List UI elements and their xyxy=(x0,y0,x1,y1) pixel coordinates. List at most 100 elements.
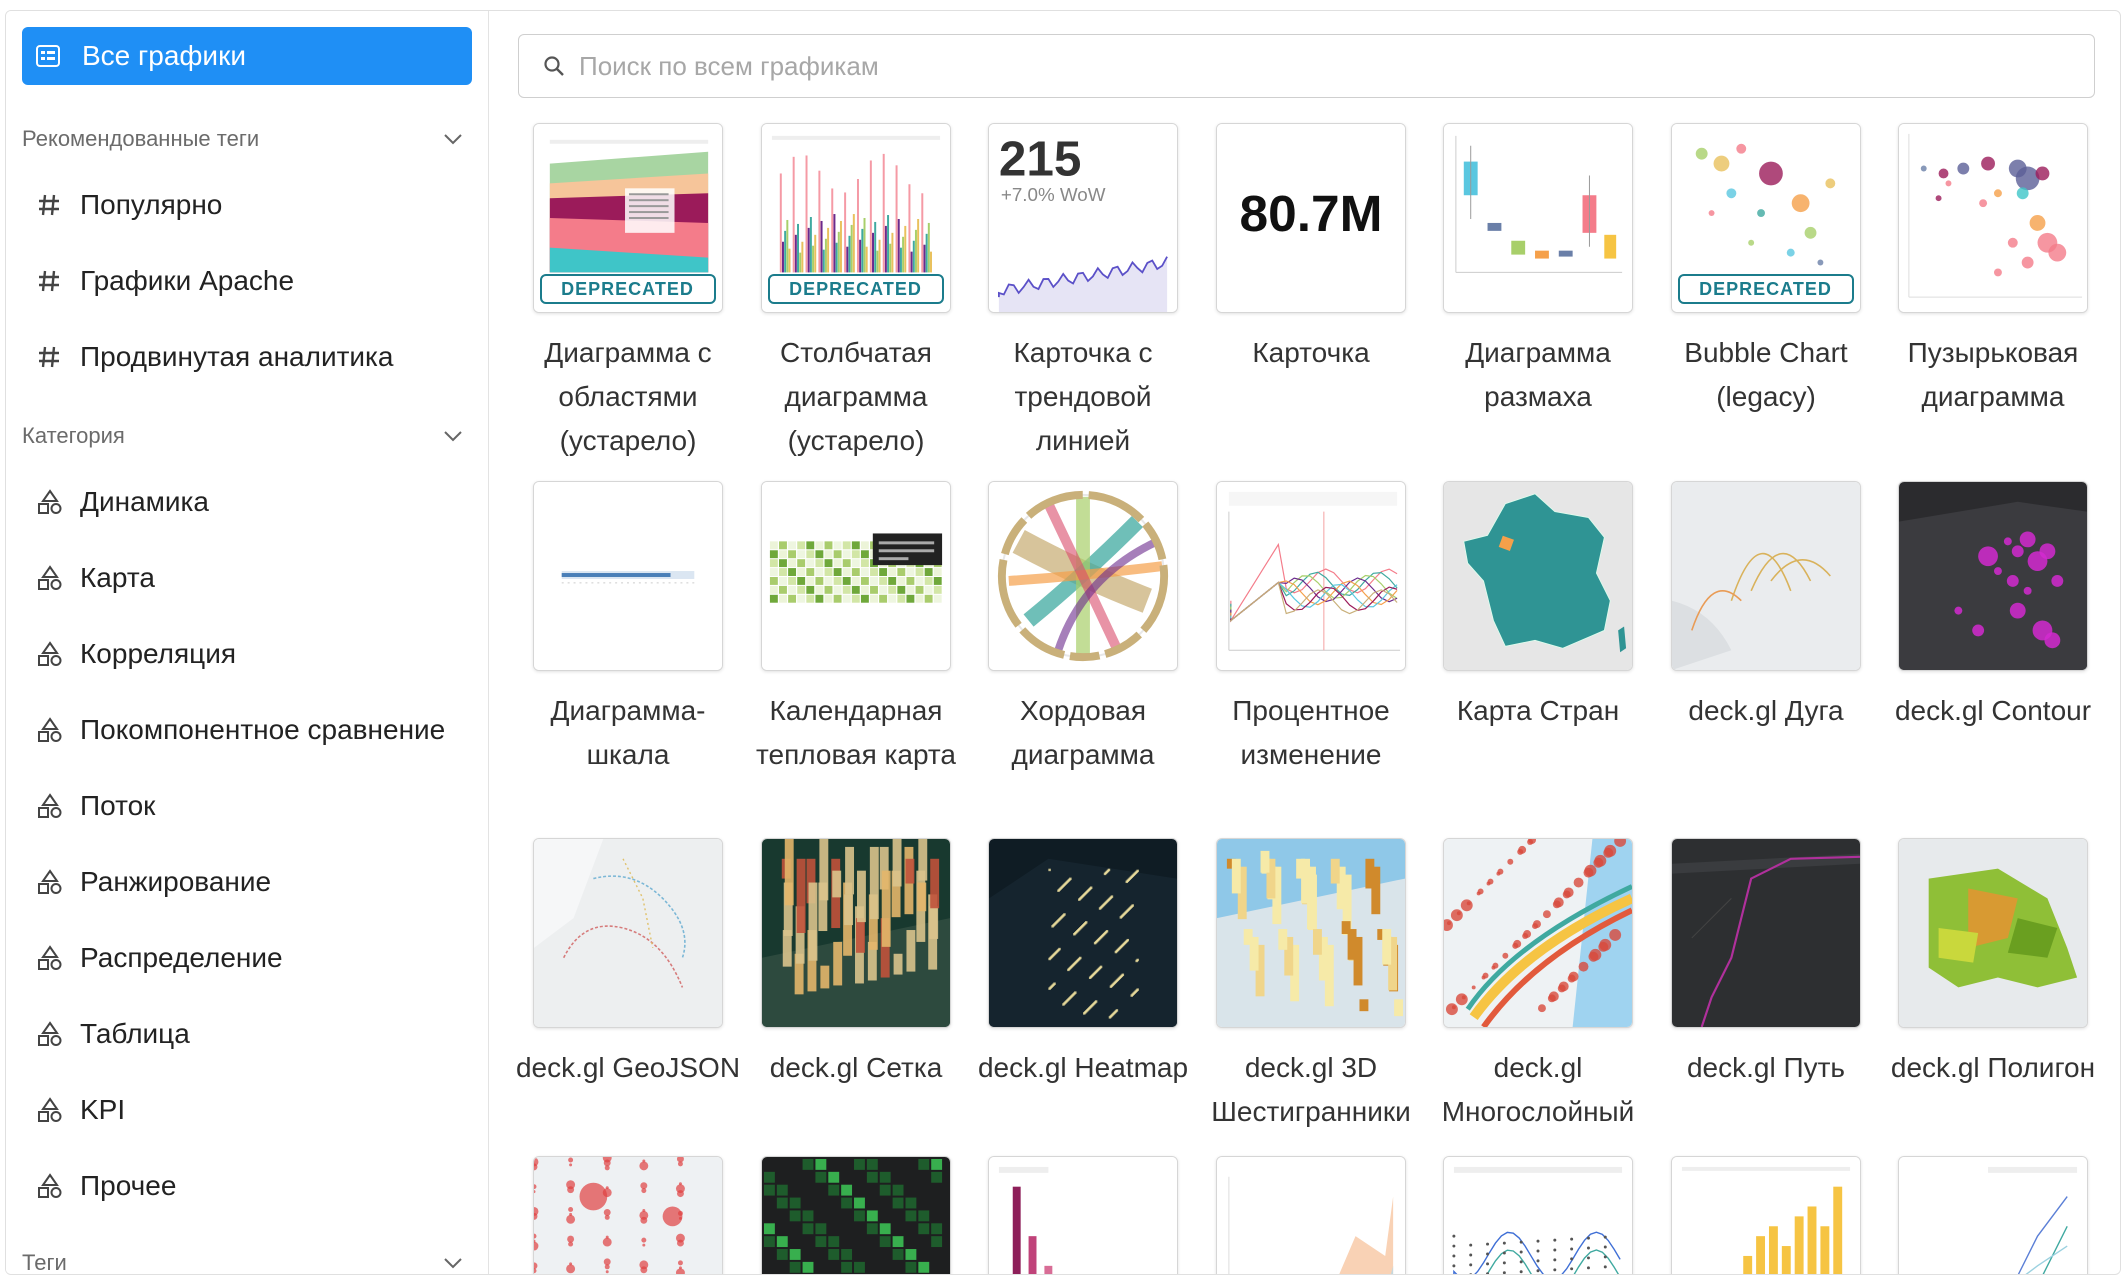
chart-card[interactable]: DEPRECATED Bubble Chart (legacy) xyxy=(1668,123,1863,419)
all-charts-button[interactable]: Все графики xyxy=(22,27,472,85)
chart-card[interactable]: Процентное изменение xyxy=(1213,481,1408,777)
chart-card-name: deck.gl GeoJSON xyxy=(515,1052,741,1083)
shapes-icon xyxy=(36,868,72,896)
category-item[interactable]: Прочее xyxy=(22,1158,472,1214)
hash-icon xyxy=(36,268,72,294)
chart-card[interactable]: deck.gl Полигон xyxy=(1891,838,2095,1090)
chart-thumbnail xyxy=(1442,838,1633,1028)
recommended-item-label: Продвинутая аналитика xyxy=(80,341,394,372)
deprecated-badge: DEPRECATED xyxy=(539,274,716,304)
chart-card[interactable]: deck.gl Дуга xyxy=(1668,481,1863,733)
chart-thumbnail xyxy=(532,481,723,671)
category-title: Категория xyxy=(22,423,125,448)
search-input[interactable] xyxy=(579,50,2029,82)
chart-card[interactable]: 80.7M Карточка xyxy=(1213,123,1408,375)
chart-thumbnail xyxy=(1670,481,1861,671)
chart-card-name: Календарная тепловая карта xyxy=(755,695,957,770)
chart-card[interactable]: Карта Стран xyxy=(1440,481,1635,733)
chart-card[interactable]: deck.gl Сетка xyxy=(758,838,953,1090)
shapes-icon xyxy=(36,1096,72,1124)
chart-thumbnail xyxy=(1215,838,1406,1028)
recommended-item[interactable]: Продвинутая аналитика xyxy=(22,329,472,385)
recommended-tags-header[interactable]: Рекомендованные теги xyxy=(22,119,472,159)
chart-card[interactable]: Хордовая диаграмма xyxy=(985,481,1180,777)
deprecated-badge: DEPRECATED xyxy=(1677,274,1854,304)
chart-card-name: Пузырьковая диаграмма xyxy=(1907,337,2079,412)
chart-thumbnail xyxy=(1215,1156,1406,1274)
chart-card[interactable] xyxy=(1895,1156,2090,1274)
category-item[interactable]: Поток xyxy=(22,778,472,834)
chart-card[interactable]: DEPRECATED Столбчатая диаграмма (устарело… xyxy=(758,123,953,463)
tags-title: Теги xyxy=(22,1250,67,1274)
chart-card-name: Карта Стран xyxy=(1456,695,1620,726)
chart-card[interactable]: deck.gl 3D Шестигранники xyxy=(1211,838,1411,1134)
chart-card[interactable] xyxy=(1668,1156,1863,1274)
chart-card-name: Диаграмма с областями (устарело) xyxy=(544,337,712,456)
shapes-icon xyxy=(36,792,72,820)
category-header[interactable]: Категория xyxy=(22,416,472,456)
chart-card[interactable] xyxy=(1440,1156,1635,1274)
chart-card-name: deck.gl Полигон xyxy=(1890,1052,2096,1083)
chart-card[interactable] xyxy=(758,1156,953,1274)
shapes-icon xyxy=(36,716,72,744)
list-icon xyxy=(34,42,62,70)
chart-card[interactable]: deck.gl Contour xyxy=(1895,481,2091,733)
recommended-item-label: Популярно xyxy=(80,189,223,220)
chart-card[interactable]: deck.gl Многослойный xyxy=(1440,838,1635,1134)
chart-card[interactable]: deck.gl Путь xyxy=(1668,838,1863,1090)
shapes-icon xyxy=(36,944,72,972)
deprecated-badge: DEPRECATED xyxy=(767,274,944,304)
chart-card-name: deck.gl Дуга xyxy=(1688,695,1844,726)
category-item[interactable]: Ранжирование xyxy=(22,854,472,910)
chart-card[interactable]: 215 +7.0% WoW Карточка с трендовой линие… xyxy=(985,123,1180,463)
chart-thumbnail xyxy=(1897,123,2088,313)
chart-thumbnail: DEPRECATED xyxy=(1670,123,1861,313)
chart-thumbnail xyxy=(760,1156,951,1274)
chart-thumbnail: DEPRECATED xyxy=(532,123,723,313)
chart-thumbnail xyxy=(1897,481,2088,671)
category-item-label: Карта xyxy=(80,562,155,593)
chart-card[interactable]: Пузырьковая диаграмма xyxy=(1895,123,2090,419)
shapes-icon xyxy=(36,1020,72,1048)
chart-card-name: deck.gl Многослойный xyxy=(1441,1052,1635,1127)
category-item[interactable]: Корреляция xyxy=(22,626,472,682)
tags-header[interactable]: Теги xyxy=(22,1243,472,1274)
chart-card-name: Хордовая диаграмма xyxy=(1011,695,1155,770)
chart-card[interactable]: Календарная тепловая карта xyxy=(756,481,956,777)
category-item[interactable]: Покомпонентное сравнение xyxy=(22,702,472,758)
chevron-down-icon xyxy=(440,1250,466,1274)
category-item[interactable]: KPI xyxy=(22,1082,472,1138)
category-item[interactable]: Динамика xyxy=(22,474,472,530)
chart-card[interactable]: Диаграмма-шкала xyxy=(530,481,725,777)
chevron-down-icon xyxy=(440,126,466,152)
chart-card-name: deck.gl Heatmap xyxy=(977,1052,1189,1083)
category-item-label: Прочее xyxy=(80,1170,177,1201)
sidebar: Все графики Рекомендованные теги Популяр… xyxy=(6,11,489,1274)
category-item[interactable]: Таблица xyxy=(22,1006,472,1062)
category-item-label: Распределение xyxy=(80,942,283,973)
chart-card[interactable]: DEPRECATED Диаграмма с областями (устарел… xyxy=(530,123,725,463)
chart-card-name: Процентное изменение xyxy=(1232,695,1390,770)
category-item[interactable]: Карта xyxy=(22,550,472,606)
category-item-label: Таблица xyxy=(80,1018,190,1049)
category-item-label: Поток xyxy=(80,790,156,821)
category-item[interactable]: Распределение xyxy=(22,930,472,986)
recommended-item[interactable]: Графики Apache xyxy=(22,253,472,309)
trend-subheader: +7.0% WoW xyxy=(1000,184,1105,205)
chart-card[interactable] xyxy=(985,1156,1180,1274)
chart-card[interactable] xyxy=(530,1156,725,1274)
chart-card-name: deck.gl Сетка xyxy=(769,1052,943,1083)
category-item-label: Динамика xyxy=(80,486,209,517)
chart-card[interactable] xyxy=(1213,1156,1408,1274)
chart-card[interactable]: deck.gl GeoJSON xyxy=(516,838,740,1090)
search-box[interactable] xyxy=(518,34,2095,98)
chart-card-name: deck.gl Путь xyxy=(1686,1052,1846,1083)
chart-thumbnail xyxy=(987,1156,1178,1274)
chart-card[interactable]: deck.gl Heatmap xyxy=(978,838,1188,1090)
chart-card-name: deck.gl Contour xyxy=(1894,695,2092,726)
all-charts-label: Все графики xyxy=(82,40,246,71)
chart-thumbnail: DEPRECATED xyxy=(760,123,951,313)
recommended-item[interactable]: Популярно xyxy=(22,177,472,233)
chart-card[interactable]: Диаграмма размаха xyxy=(1440,123,1635,419)
shapes-icon xyxy=(36,488,72,516)
